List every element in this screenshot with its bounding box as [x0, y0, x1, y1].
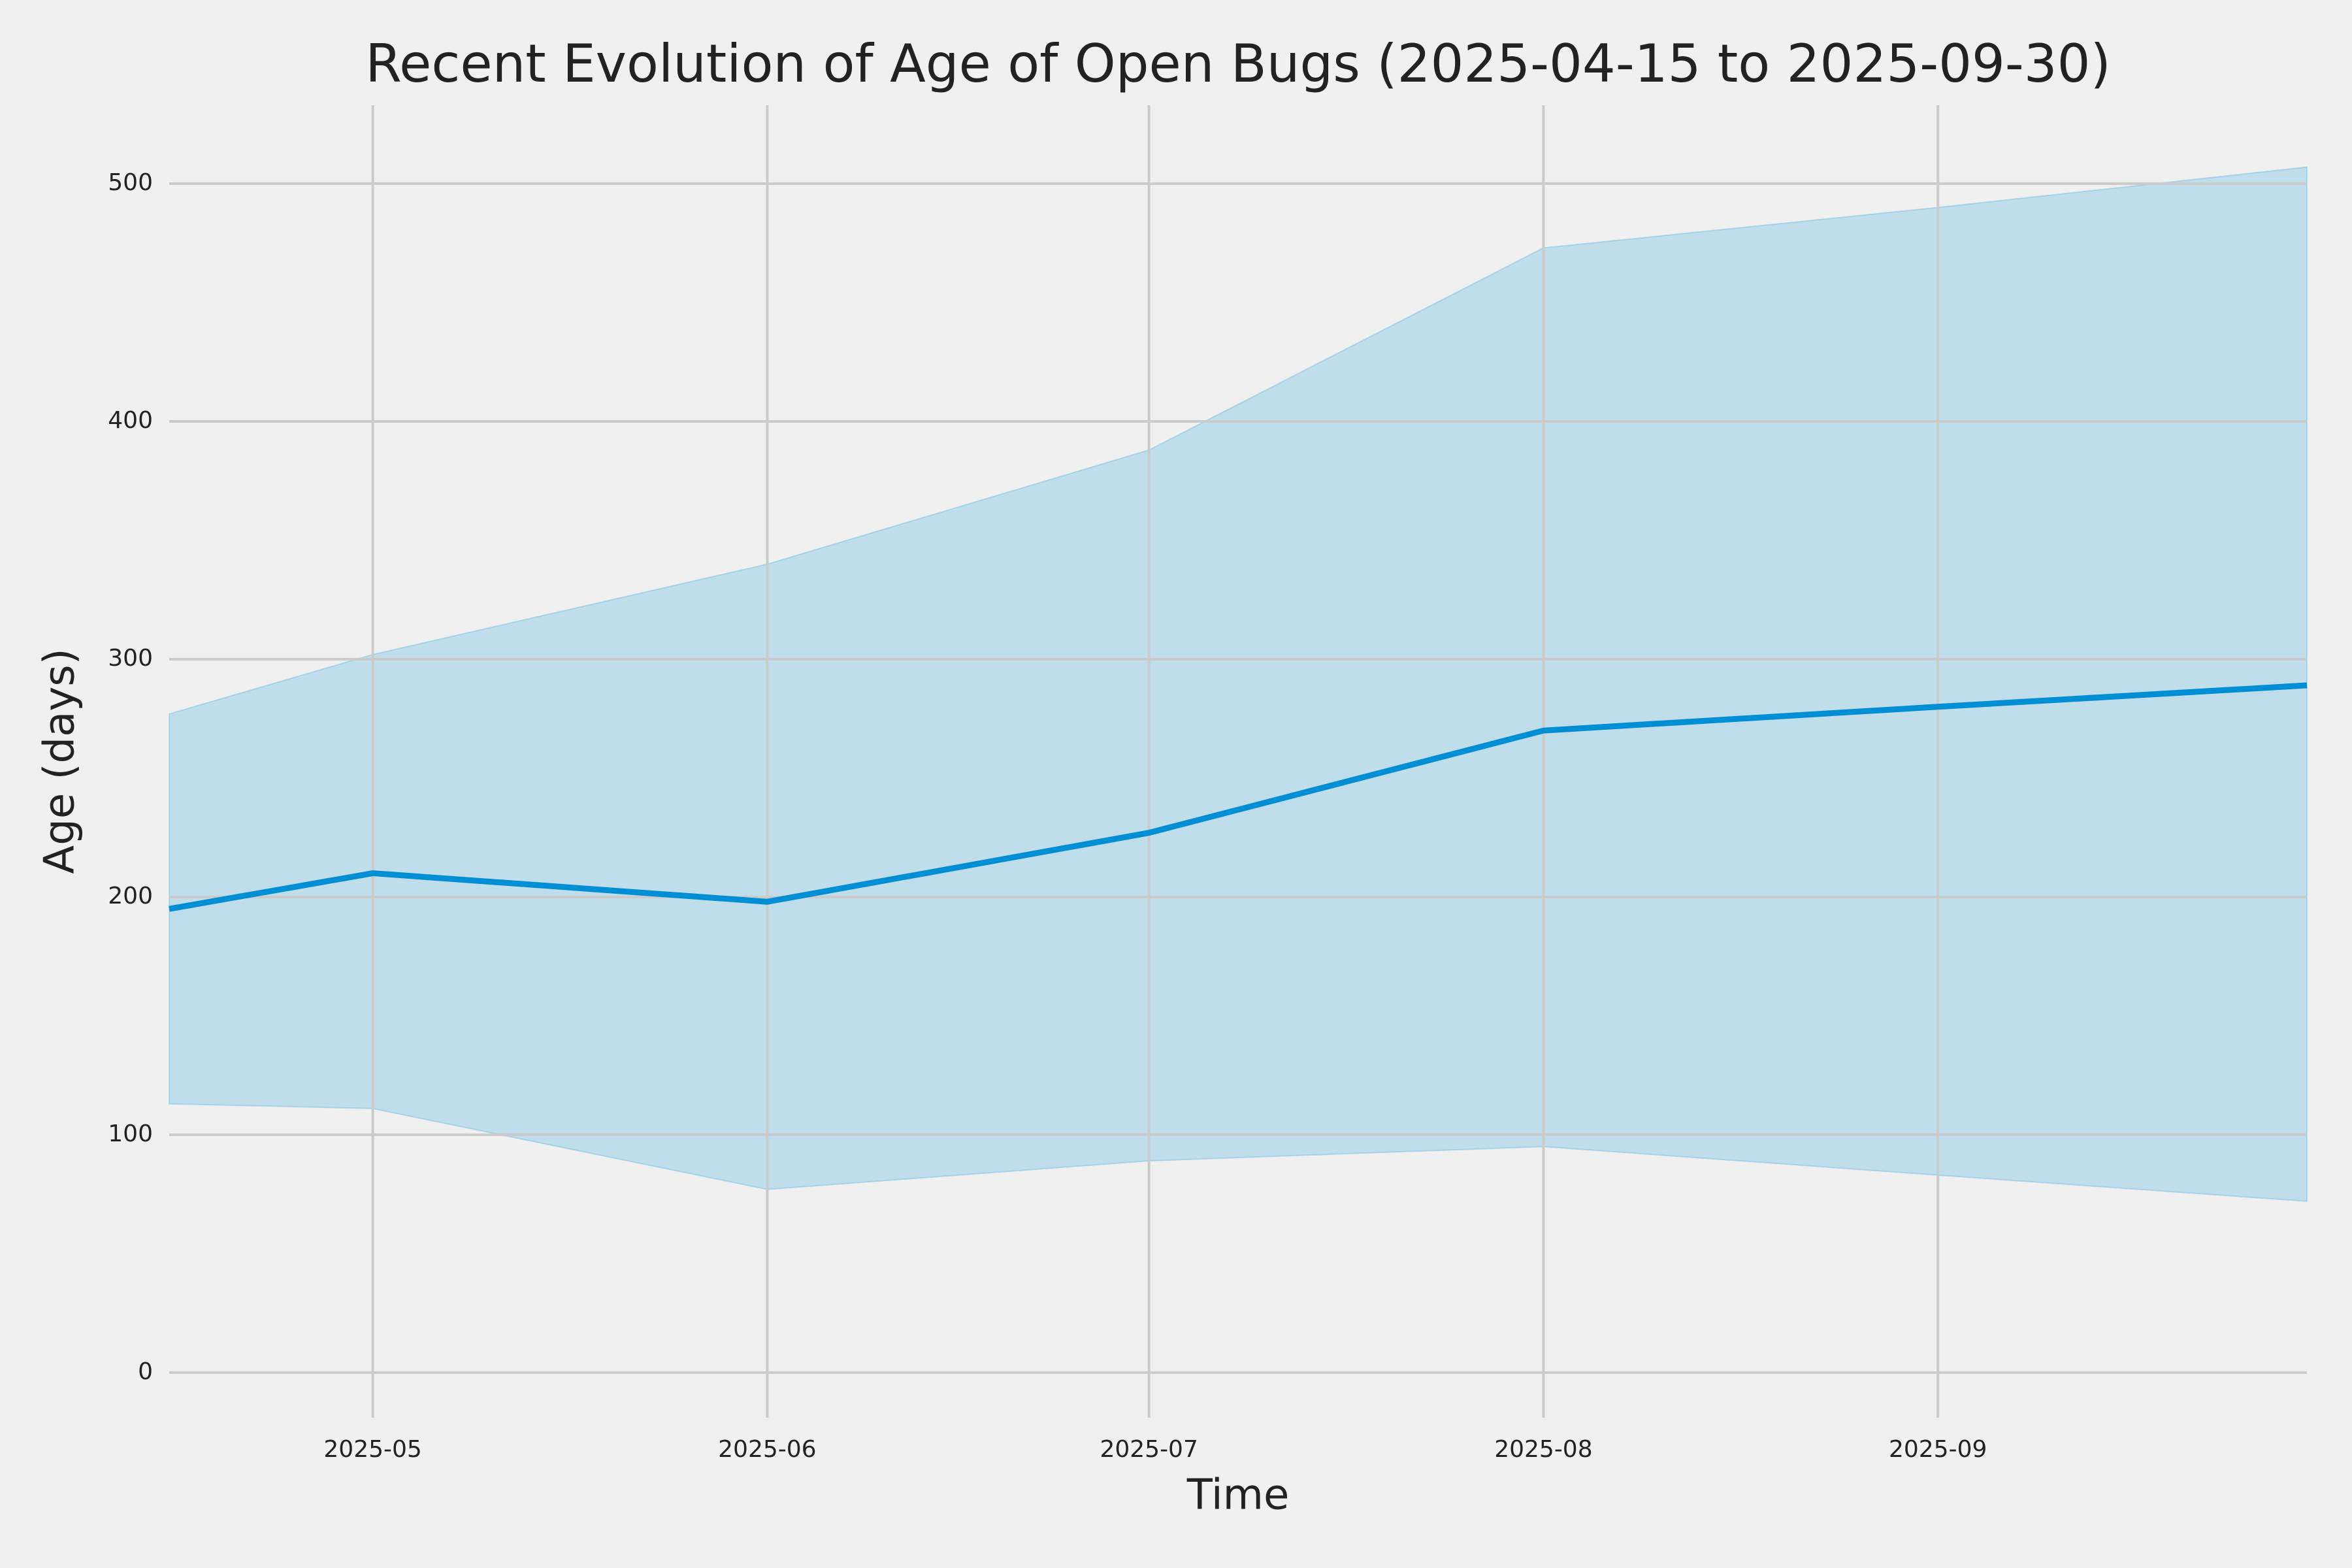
y-tick-label: 400 [108, 407, 153, 434]
x-tick-label: 2025-05 [323, 1436, 421, 1463]
x-tick-label: 2025-08 [1494, 1436, 1592, 1463]
x-tick-label: 2025-09 [1889, 1436, 1987, 1463]
x-tick-label: 2025-07 [1100, 1436, 1198, 1463]
x-axis-label: Time [1186, 1471, 1290, 1520]
y-tick-label: 300 [108, 645, 153, 672]
x-tick-label: 2025-06 [718, 1436, 816, 1463]
y-tick-label: 0 [138, 1358, 153, 1385]
line [169, 682, 2308, 912]
chart-title: Recent Evolution of Age of Open Bugs (20… [365, 33, 2111, 94]
y-axis-label: Age (days) [36, 648, 84, 874]
y-tick-label: 500 [108, 169, 153, 196]
y-tick-label: 100 [108, 1120, 153, 1147]
y-tick-label: 200 [108, 883, 153, 909]
